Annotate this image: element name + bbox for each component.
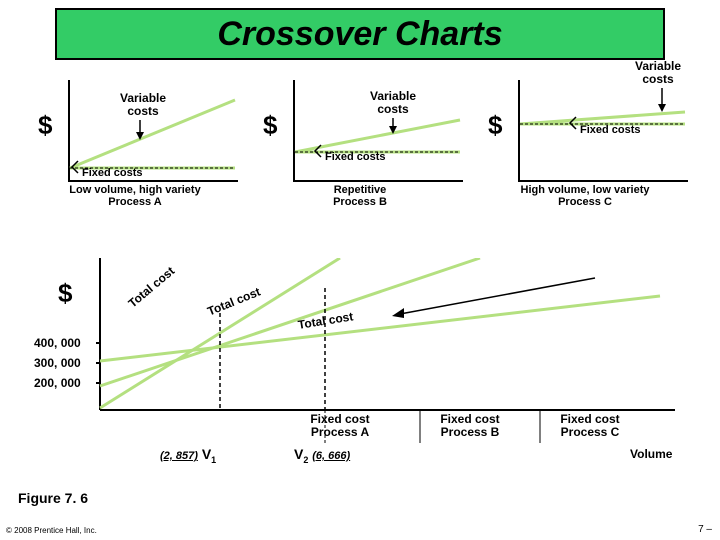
- v1-label: (2, 857) V1: [160, 446, 216, 465]
- fc-label-a: Fixed costs: [82, 167, 143, 179]
- volume-label: Volume: [630, 448, 672, 461]
- big-chart: $ 400, 000 300, 000 200, 000 Total cost …: [40, 258, 680, 458]
- vc-label-c: Variable costs: [635, 60, 681, 86]
- caption-b: Repetitive Process B: [255, 184, 465, 208]
- mini-b-svg: [255, 80, 465, 190]
- region-b: Fixed cost Process B: [425, 413, 515, 439]
- caption-c: High volume, low variety Process C: [480, 184, 690, 208]
- fc-label-b: Fixed costs: [325, 151, 386, 163]
- region-c: Fixed cost Process C: [545, 413, 635, 439]
- ytick-300: 300, 000: [34, 356, 81, 370]
- vc-label-b: Variable costs: [370, 90, 416, 116]
- fc-label-c: Fixed costs: [580, 124, 641, 136]
- v2-label: V2 (6, 666): [294, 446, 350, 465]
- mini-chart-b: $ Variable costs Fixed costs Repetitive …: [255, 80, 465, 190]
- vc-label-a: Variable costs: [120, 92, 166, 118]
- copyright: © 2008 Prentice Hall, Inc.: [6, 526, 97, 535]
- ytick-400: 400, 000: [34, 336, 81, 350]
- caption-a: Low volume, high variety Process A: [30, 184, 240, 208]
- title-banner: Crossover Charts: [55, 8, 665, 60]
- figure-label: Figure 7. 6: [18, 490, 88, 506]
- region-a: Fixed cost Process A: [295, 413, 385, 439]
- ytick-200: 200, 000: [34, 376, 81, 390]
- mini-chart-c: $ Variable costs Fixed costs High volume…: [480, 80, 690, 190]
- title-text: Crossover Charts: [217, 15, 502, 54]
- mini-chart-a: $ Variable costs Fixed costs Low volume,…: [30, 80, 240, 190]
- page-number: 7 –: [698, 524, 712, 535]
